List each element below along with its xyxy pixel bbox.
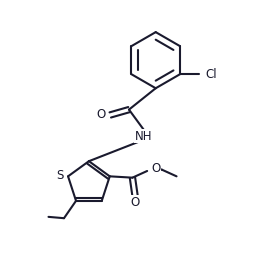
Text: O: O [130, 196, 140, 209]
Text: Cl: Cl [206, 68, 217, 81]
Text: S: S [57, 169, 64, 182]
Text: O: O [151, 162, 160, 175]
Text: O: O [96, 109, 105, 122]
Text: NH: NH [135, 130, 152, 143]
